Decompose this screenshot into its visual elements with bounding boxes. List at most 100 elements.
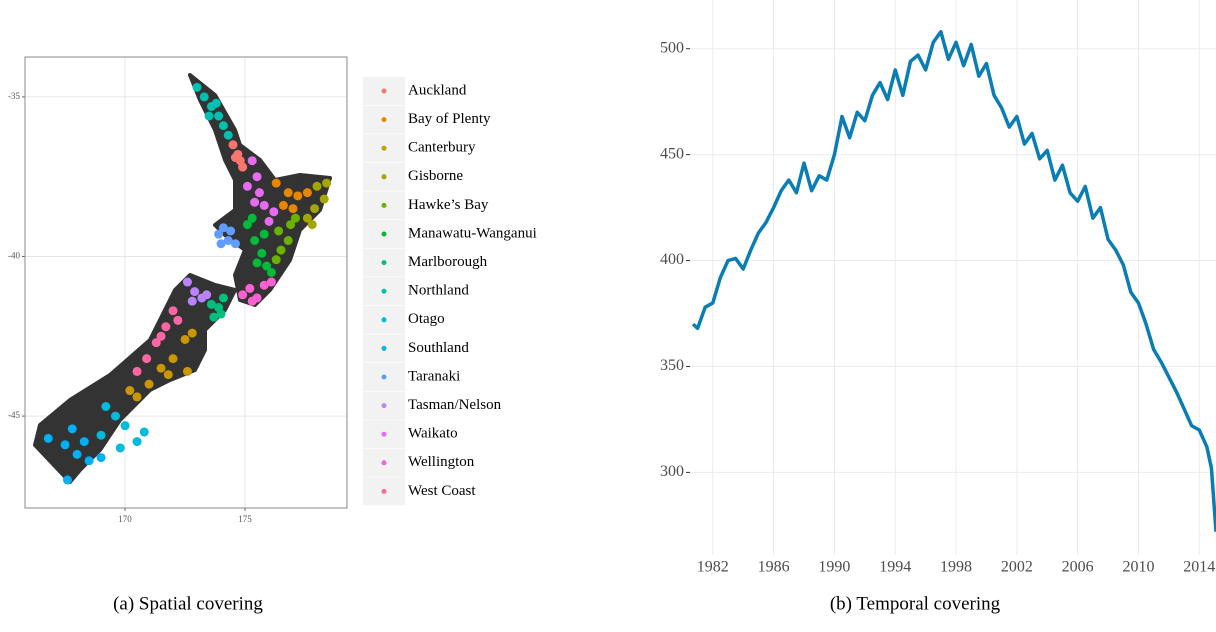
point [151, 338, 161, 348]
x-tick-label: 1982 [697, 559, 729, 576]
caption: (b) Temporal covering [830, 593, 1001, 614]
legend-dot [381, 88, 387, 94]
x-tick-label: 2006 [1062, 559, 1094, 576]
point [264, 216, 274, 226]
legend-dot [381, 174, 387, 180]
point [276, 245, 286, 255]
point [223, 236, 233, 246]
legend-dot [381, 317, 387, 323]
point [142, 354, 152, 364]
y-tick-label: 500 [660, 39, 684, 56]
point [312, 181, 322, 191]
point [139, 427, 149, 437]
point [226, 226, 236, 236]
point [283, 188, 293, 198]
point [271, 178, 281, 188]
point [84, 456, 94, 466]
point [125, 386, 135, 396]
point [199, 92, 209, 102]
point [132, 392, 142, 402]
point [218, 121, 228, 131]
point [62, 475, 72, 485]
point [211, 98, 221, 108]
point [216, 309, 226, 319]
legend-dot [381, 345, 387, 351]
legend-label: Northland [408, 283, 469, 299]
y-tick-label: -45 [8, 410, 20, 420]
point [206, 299, 216, 309]
point [214, 111, 224, 121]
point [218, 293, 228, 303]
point [132, 437, 142, 447]
point [247, 296, 257, 306]
legend-label: Taranaki [408, 368, 460, 384]
point [307, 220, 317, 230]
point [262, 261, 272, 271]
point [269, 207, 279, 217]
legend-dot [381, 288, 387, 294]
point [79, 437, 89, 447]
point [322, 178, 332, 188]
point [247, 213, 257, 223]
legend-label: Marlborough [408, 254, 488, 270]
point [245, 283, 255, 293]
x-tick-label: 1986 [758, 559, 790, 576]
point [310, 204, 320, 214]
point [120, 421, 130, 431]
point [161, 322, 171, 332]
point [209, 312, 219, 322]
point [168, 306, 178, 316]
x-tick-label: 1990 [818, 559, 850, 576]
point [115, 443, 125, 453]
legend-dot [381, 431, 387, 437]
point [230, 239, 240, 249]
legend-label: Manawatu-Wanganui [408, 225, 537, 241]
point [259, 229, 269, 239]
point [163, 370, 173, 380]
legend-label: West Coast [408, 483, 476, 499]
point [168, 354, 178, 364]
point [156, 363, 166, 373]
point [250, 236, 260, 246]
point [250, 197, 260, 207]
point [319, 194, 329, 204]
x-tick-label: 2002 [1001, 559, 1033, 576]
legend-label: Hawke’s Bay [408, 197, 489, 213]
legend-dot [381, 202, 387, 208]
point [228, 140, 238, 150]
point [182, 366, 192, 376]
point [302, 188, 312, 198]
y-tick-label: 350 [660, 357, 684, 374]
line-layer: 1982 1986 1990 1994 1998 2002 2006 2010 2014 300 3… [660, 30, 1216, 576]
point [96, 453, 106, 463]
x-tick-label: 2010 [1122, 559, 1154, 576]
point [101, 402, 111, 412]
point [173, 315, 183, 325]
y-tick-label: -35 [8, 91, 20, 101]
map-layer: 170 175 -45 -40 -35 Auckland Bay of Plenty Cant… [8, 77, 537, 524]
point [254, 188, 264, 198]
point [238, 290, 248, 300]
point [190, 287, 200, 297]
point [218, 223, 228, 233]
legend-label: Bay of Plenty [408, 111, 491, 127]
point [293, 191, 303, 201]
point [204, 111, 214, 121]
legend-label: Otago [408, 311, 445, 327]
legend-label: Southland [408, 340, 469, 356]
legend-label: Wellington [408, 454, 475, 470]
legend-label: Gisborne [408, 168, 463, 184]
point [274, 226, 284, 236]
point [257, 248, 267, 258]
point [271, 255, 281, 265]
x-tick-label: 170 [118, 514, 132, 524]
point [266, 277, 276, 287]
x-tick-label: 175 [238, 514, 252, 524]
legend-label: Waikato [408, 426, 458, 442]
line-grid [690, 0, 1216, 555]
point [288, 204, 298, 214]
point [144, 379, 154, 389]
point [72, 449, 82, 459]
point [214, 229, 224, 239]
